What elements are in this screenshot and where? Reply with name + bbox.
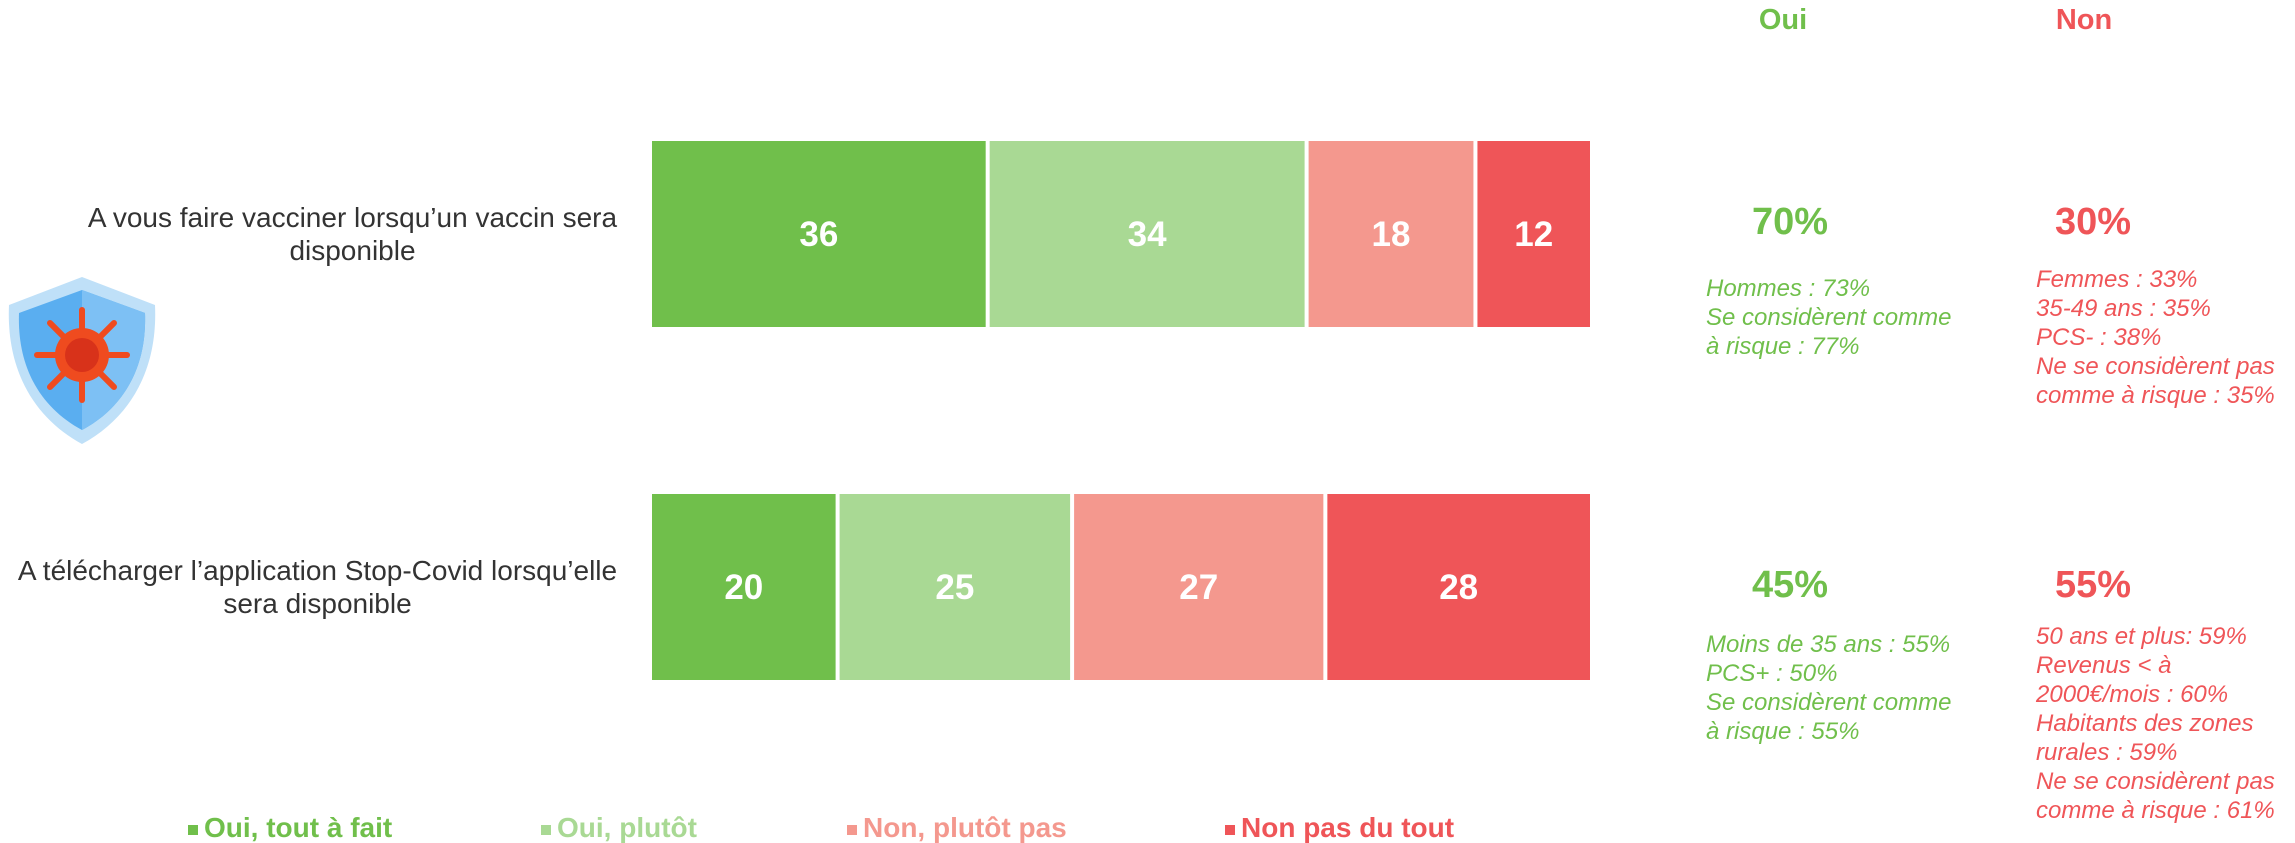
oui-detail: à risque : 77% xyxy=(1706,333,1860,360)
non-detail: 2000€/mois : 60% xyxy=(2036,681,2229,708)
legend-swatch xyxy=(847,824,857,835)
bar-value-label: 27 xyxy=(1179,568,1218,607)
oui-detail: Se considèrent comme xyxy=(1706,689,1952,716)
bar-segment xyxy=(1327,494,1590,680)
bar-segment xyxy=(1308,141,1474,327)
bar-value-label: 20 xyxy=(724,568,763,607)
bar-value-label: 25 xyxy=(935,568,974,607)
non-percent: 30% xyxy=(2054,201,2132,243)
legend-label: Non, plutôt pas xyxy=(863,812,1067,843)
non-detail: Habitants des zones xyxy=(2036,710,2254,737)
oui-detail: PCS+ : 50% xyxy=(1706,660,1838,687)
bar-value-label: 34 xyxy=(1128,215,1167,254)
bar-value-label: 36 xyxy=(799,215,838,254)
legend-item: Oui, tout à fait xyxy=(188,814,392,842)
oui-detail: Se considèrent comme xyxy=(1706,304,1952,331)
oui-detail: Moins de 35 ans : 55% xyxy=(1706,631,1951,658)
bar-value-label: 12 xyxy=(1514,215,1553,254)
legend-label: Oui, tout à fait xyxy=(204,812,393,843)
bar-segment xyxy=(652,141,986,327)
non-detail: Revenus < à xyxy=(2036,652,2172,679)
oui-percent: 70% xyxy=(1751,201,1829,243)
non-detail: Ne se considèrent pas xyxy=(2036,768,2275,795)
non-detail: Ne se considèrent pas xyxy=(2036,353,2275,380)
legend-label: Non pas du tout xyxy=(1241,812,1455,843)
non-detail: 35-49 ans : 35% xyxy=(2036,295,2211,322)
bar-segment xyxy=(1477,141,1590,327)
non-detail: Femmes : 33% xyxy=(2036,266,2198,293)
bar-value-label: 28 xyxy=(1439,568,1478,607)
non-header: Non xyxy=(2055,4,2113,36)
bar-value-label: 18 xyxy=(1372,215,1411,254)
bar-segment xyxy=(989,141,1305,327)
oui-detail: Hommes : 73% xyxy=(1706,275,1871,302)
category-label: A télécharger l’application Stop-Covid l… xyxy=(17,555,618,619)
category-label: A vous faire vacciner lorsqu’un vaccin s… xyxy=(87,202,618,266)
non-detail: comme à risque : 35% xyxy=(2036,382,2275,409)
legend-label: Oui, plutôt xyxy=(557,812,697,843)
legend-item: Non pas du tout xyxy=(1225,814,1454,842)
bar-segment xyxy=(1074,494,1324,680)
oui-percent: 45% xyxy=(1751,564,1829,606)
oui-detail: à risque : 55% xyxy=(1706,718,1860,745)
legend-swatch xyxy=(541,824,551,835)
oui-header: Oui xyxy=(1758,4,1808,36)
non-percent: 55% xyxy=(2054,564,2132,606)
legend-item: Non, plutôt pas xyxy=(847,814,1067,842)
non-detail: rurales : 59% xyxy=(2036,739,2178,766)
legend-item: Oui, plutôt xyxy=(541,814,697,842)
legend-swatch xyxy=(188,824,198,835)
non-detail: 50 ans et plus: 59% xyxy=(2036,623,2247,650)
bar-segment xyxy=(652,494,836,680)
bar-segment xyxy=(839,494,1071,680)
non-detail: comme à risque : 61% xyxy=(2036,797,2275,824)
non-detail: PCS- : 38% xyxy=(2036,324,2162,351)
vaccine-icon xyxy=(8,277,156,444)
legend-swatch xyxy=(1225,824,1235,835)
